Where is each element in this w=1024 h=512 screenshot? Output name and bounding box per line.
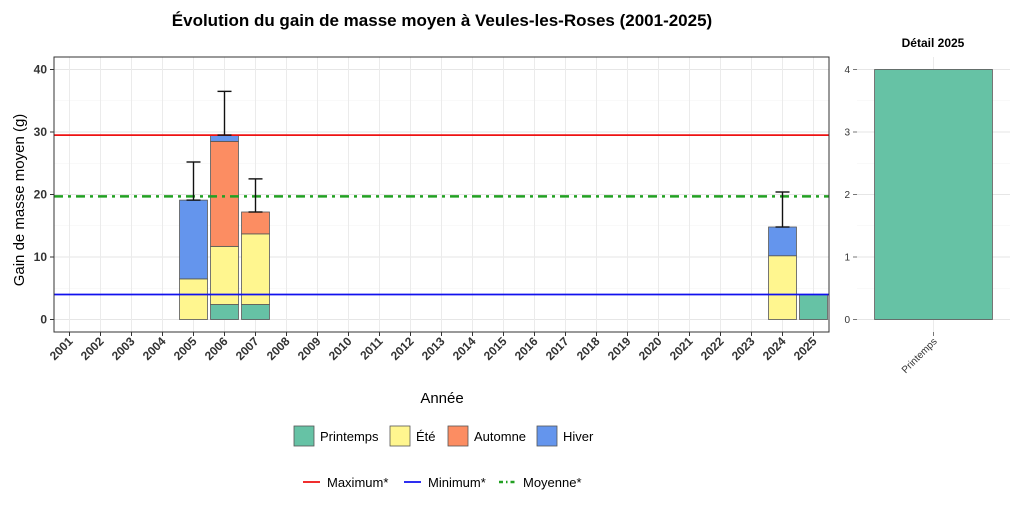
x-tick-label: 2003 bbox=[109, 334, 138, 363]
bar-segment bbox=[799, 294, 828, 320]
detail-y-tick-label: 2 bbox=[844, 190, 850, 201]
x-tick-label: 2011 bbox=[357, 334, 386, 363]
bar-segment bbox=[210, 140, 239, 247]
legend-label: Printemps bbox=[320, 429, 379, 444]
y-tick-label: 30 bbox=[34, 125, 48, 139]
x-tick-label: 2001 bbox=[47, 334, 76, 363]
legend-label: Automne bbox=[474, 429, 526, 444]
x-tick-label: 2023 bbox=[729, 334, 758, 363]
x-tick-label: 2006 bbox=[202, 334, 231, 363]
detail-bar bbox=[874, 69, 993, 320]
legend-label: Été bbox=[416, 429, 436, 444]
x-tick-label: 2020 bbox=[636, 334, 665, 363]
legend-swatch bbox=[389, 425, 411, 447]
x-tick-label: 2021 bbox=[667, 334, 696, 363]
x-tick-label: 2005 bbox=[171, 334, 200, 363]
detail-y-tick-label: 3 bbox=[844, 128, 850, 139]
bar-segment bbox=[241, 211, 270, 235]
x-tick-label: 2016 bbox=[512, 334, 541, 363]
bar-segment bbox=[768, 226, 797, 257]
x-tick-label: 2025 bbox=[791, 334, 820, 363]
detail-y-tick-label: 0 bbox=[844, 315, 850, 326]
x-tick-label: 2024 bbox=[760, 334, 789, 363]
detail-title: Détail 2025 bbox=[902, 36, 965, 50]
x-tick-label: 2007 bbox=[233, 334, 262, 363]
y-tick-label: 0 bbox=[40, 313, 47, 327]
x-tick-label: 2002 bbox=[78, 334, 107, 363]
bar-segment bbox=[179, 199, 208, 280]
x-tick-label: 2019 bbox=[605, 334, 634, 363]
x-tick-label: 2008 bbox=[264, 334, 293, 363]
legend-label: Hiver bbox=[563, 429, 594, 444]
x-tick-label: 2004 bbox=[140, 334, 169, 363]
legend-swatch bbox=[447, 425, 469, 447]
bar-segment bbox=[210, 134, 239, 142]
chart-title: Évolution du gain de masse moyen à Veule… bbox=[172, 11, 712, 30]
legend-line-label: Minimum* bbox=[428, 475, 486, 490]
y-axis-title: Gain de masse moyen (g) bbox=[11, 114, 28, 287]
x-tick-label: 2010 bbox=[326, 334, 355, 363]
x-axis-title: Année bbox=[420, 390, 463, 407]
bar-segment bbox=[210, 245, 239, 305]
legend-swatch bbox=[536, 425, 558, 447]
detail-plot-area: 0 1 2 3 4 Printemps bbox=[844, 57, 1010, 376]
y-tick-label: 40 bbox=[34, 63, 48, 77]
x-tick-label: 2012 bbox=[388, 334, 417, 363]
bar-segment bbox=[179, 278, 208, 320]
bar-segment bbox=[768, 255, 797, 320]
detail-x-tick-label: Printemps bbox=[900, 336, 940, 376]
legend-line-label: Maximum* bbox=[327, 475, 388, 490]
x-tick-label: 2009 bbox=[295, 334, 324, 363]
bar-segment bbox=[210, 304, 239, 320]
legend-series: Printemps Été Automne Hiver bbox=[293, 425, 594, 447]
legend-swatch bbox=[293, 425, 315, 447]
y-tick-label: 20 bbox=[34, 188, 48, 202]
x-tick-label: 2017 bbox=[543, 334, 572, 363]
x-tick-label: 2015 bbox=[481, 334, 510, 363]
x-tick-label: 2018 bbox=[574, 334, 603, 363]
legend-line-label: Moyenne* bbox=[523, 475, 582, 490]
bar-segment bbox=[241, 304, 270, 320]
y-tick-label: 10 bbox=[34, 250, 48, 264]
detail-y-tick-label: 4 bbox=[844, 65, 850, 76]
legend-reference-lines: Maximum* Minimum* Moyenne* bbox=[303, 475, 582, 490]
detail-y-tick-label: 1 bbox=[844, 253, 850, 264]
x-tick-label: 2022 bbox=[698, 334, 727, 363]
x-tick-label: 2014 bbox=[450, 334, 479, 363]
x-tick-label: 2013 bbox=[419, 334, 448, 363]
